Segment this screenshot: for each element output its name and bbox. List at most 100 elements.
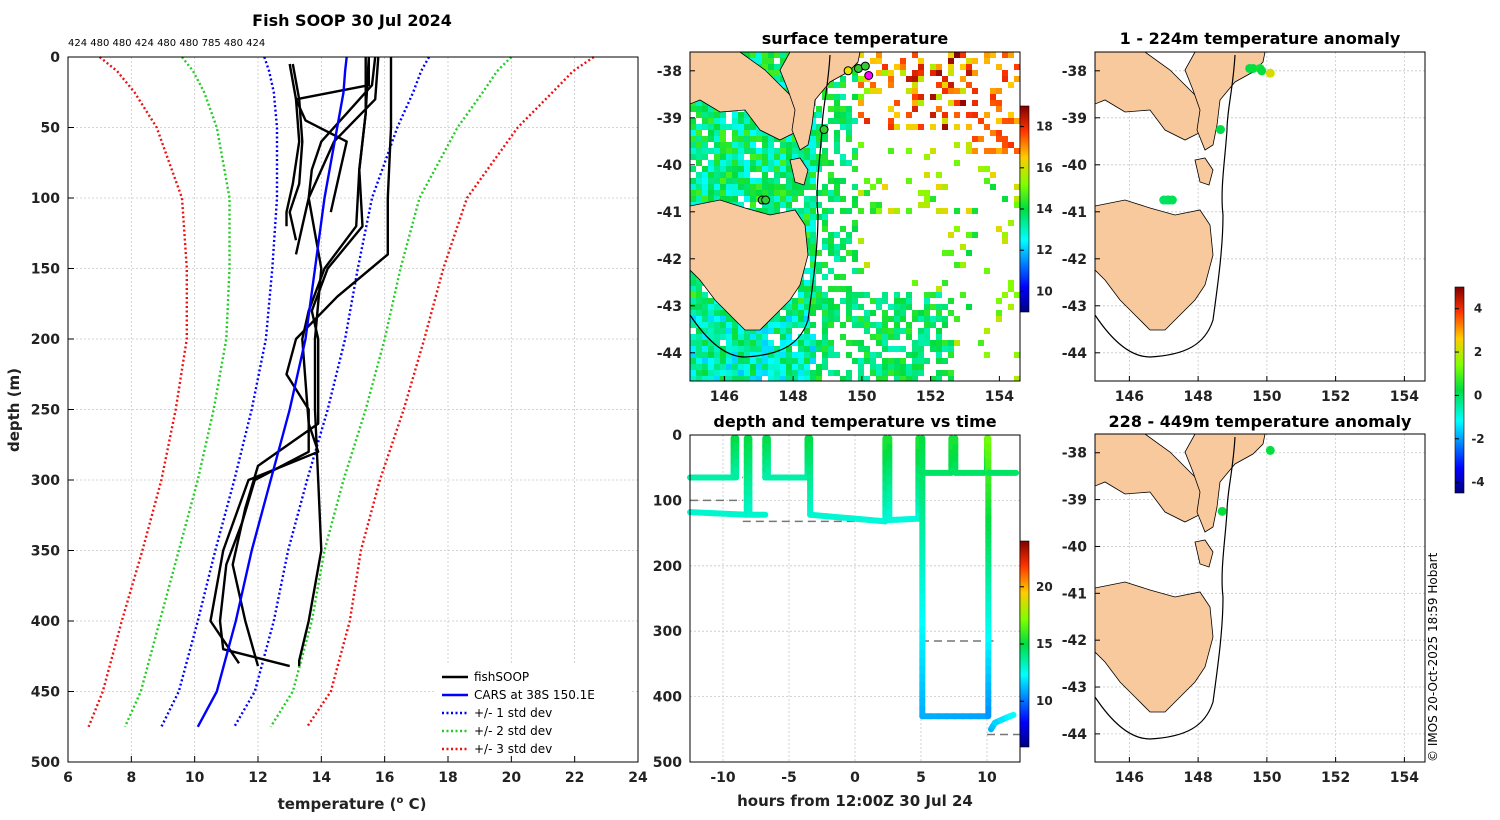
sst-pixel: [750, 202, 756, 208]
sst-pixel: [780, 58, 786, 64]
sst-pixel: [888, 70, 894, 76]
sst-pixel: [744, 136, 750, 142]
sst-pixel: [696, 142, 702, 148]
sst-pixel: [780, 136, 786, 142]
sst-pixel: [870, 298, 876, 304]
sst-pixel: [822, 292, 828, 298]
sst-pixel: [960, 244, 966, 250]
sst-pixel: [996, 136, 1002, 142]
sst-pixel: [762, 160, 768, 166]
sst-pixel: [708, 328, 714, 334]
sst-pixel: [864, 316, 870, 322]
sst-pixel: [690, 304, 696, 310]
sst-pixel: [810, 136, 816, 142]
sst-pixel: [996, 88, 1002, 94]
sst-pixel: [738, 358, 744, 364]
sst-pixel: [768, 358, 774, 364]
sst-pixel: [876, 370, 882, 376]
sst-pixel: [744, 334, 750, 340]
sst-pixel: [720, 148, 726, 154]
sst-pixel: [870, 310, 876, 316]
sst-pixel: [774, 346, 780, 352]
sst-pixel: [888, 316, 894, 322]
sst-pixel: [876, 328, 882, 334]
sst-pixel: [1014, 184, 1020, 190]
timeseries-xtick-label: 0: [850, 770, 860, 786]
sst-pixel: [942, 280, 948, 286]
sst-pixel: [714, 196, 720, 202]
sst-pixel: [696, 178, 702, 184]
sst-pixel: [942, 118, 948, 124]
sst-pixel: [732, 334, 738, 340]
sst-pixel: [888, 358, 894, 364]
sst-pixel: [1014, 76, 1020, 82]
sst-pixel: [702, 118, 708, 124]
sst-pixel: [924, 310, 930, 316]
sst-pixel: [1014, 292, 1020, 298]
sst-pixel: [948, 346, 954, 352]
std-dev-1-lower: [160, 56, 279, 728]
sst-pixel: [894, 298, 900, 304]
sst-pixel: [990, 100, 996, 106]
sst-pixel: [774, 358, 780, 364]
fishsoop-profile-1: [285, 63, 301, 227]
sst-pixel: [810, 292, 816, 298]
sst-pixel: [1002, 148, 1008, 154]
sst-pixel: [930, 124, 936, 130]
sst-pixel: [906, 370, 912, 376]
sst-pixel: [744, 184, 750, 190]
sst-pixel: [810, 310, 816, 316]
sst-pixel: [774, 178, 780, 184]
sst-pixel: [858, 190, 864, 196]
sst-pixel: [918, 328, 924, 334]
sst-panel: surface temperature 146 148 150 152 154 -38 -3…: [657, 29, 1053, 405]
sst-pixel: [696, 346, 702, 352]
sst-pixel: [792, 298, 798, 304]
sst-pixel: [744, 376, 750, 381]
sst-pixel: [768, 166, 774, 172]
sst-pixel: [852, 220, 858, 226]
sst-pixel: [876, 178, 882, 184]
sst-pixel: [714, 310, 720, 316]
sst-pixel: [942, 112, 948, 118]
sst-pixel: [882, 184, 888, 190]
sst-pixel: [870, 352, 876, 358]
sst-pixel: [798, 346, 804, 352]
sst-pixel: [762, 364, 768, 370]
sst-pixel: [750, 184, 756, 190]
sst-pixel: [762, 370, 768, 376]
sst-pixel: [768, 376, 774, 381]
sst-pixel: [774, 376, 780, 381]
sst-pixel: [780, 202, 786, 208]
sst-pixel: [804, 370, 810, 376]
sst-pixel: [702, 178, 708, 184]
sst-pixel: [804, 364, 810, 370]
sst-pixel: [924, 196, 930, 202]
anomaly1-marker: [1265, 68, 1275, 78]
sst-pixel: [840, 244, 846, 250]
profile-ytick-label: 400: [31, 614, 60, 630]
sst-pixel: [780, 196, 786, 202]
sst-pixel: [702, 304, 708, 310]
sst-pixel: [738, 112, 744, 118]
sst-pixel: [696, 340, 702, 346]
sst-pixel: [834, 232, 840, 238]
map-ytick-label: -44: [1062, 346, 1088, 362]
sst-pixel: [798, 298, 804, 304]
sst-station-marker: [819, 125, 829, 135]
sst-pixel: [774, 148, 780, 154]
sst-pixel: [942, 340, 948, 346]
sst-pixel: [708, 322, 714, 328]
sst-pixel: [966, 232, 972, 238]
sst-pixel: [690, 352, 696, 358]
sst-pixel: [918, 124, 924, 130]
sst-pixel: [786, 346, 792, 352]
sst-pixel: [738, 142, 744, 148]
sst-pixel: [810, 232, 816, 238]
sst-pixel: [846, 232, 852, 238]
map-xtick-label: 146: [1115, 389, 1144, 405]
sst-pixel: [780, 322, 786, 328]
sst-pixel: [774, 136, 780, 142]
profile-ytick-label: 350: [31, 544, 60, 560]
sst-pixel: [996, 148, 1002, 154]
